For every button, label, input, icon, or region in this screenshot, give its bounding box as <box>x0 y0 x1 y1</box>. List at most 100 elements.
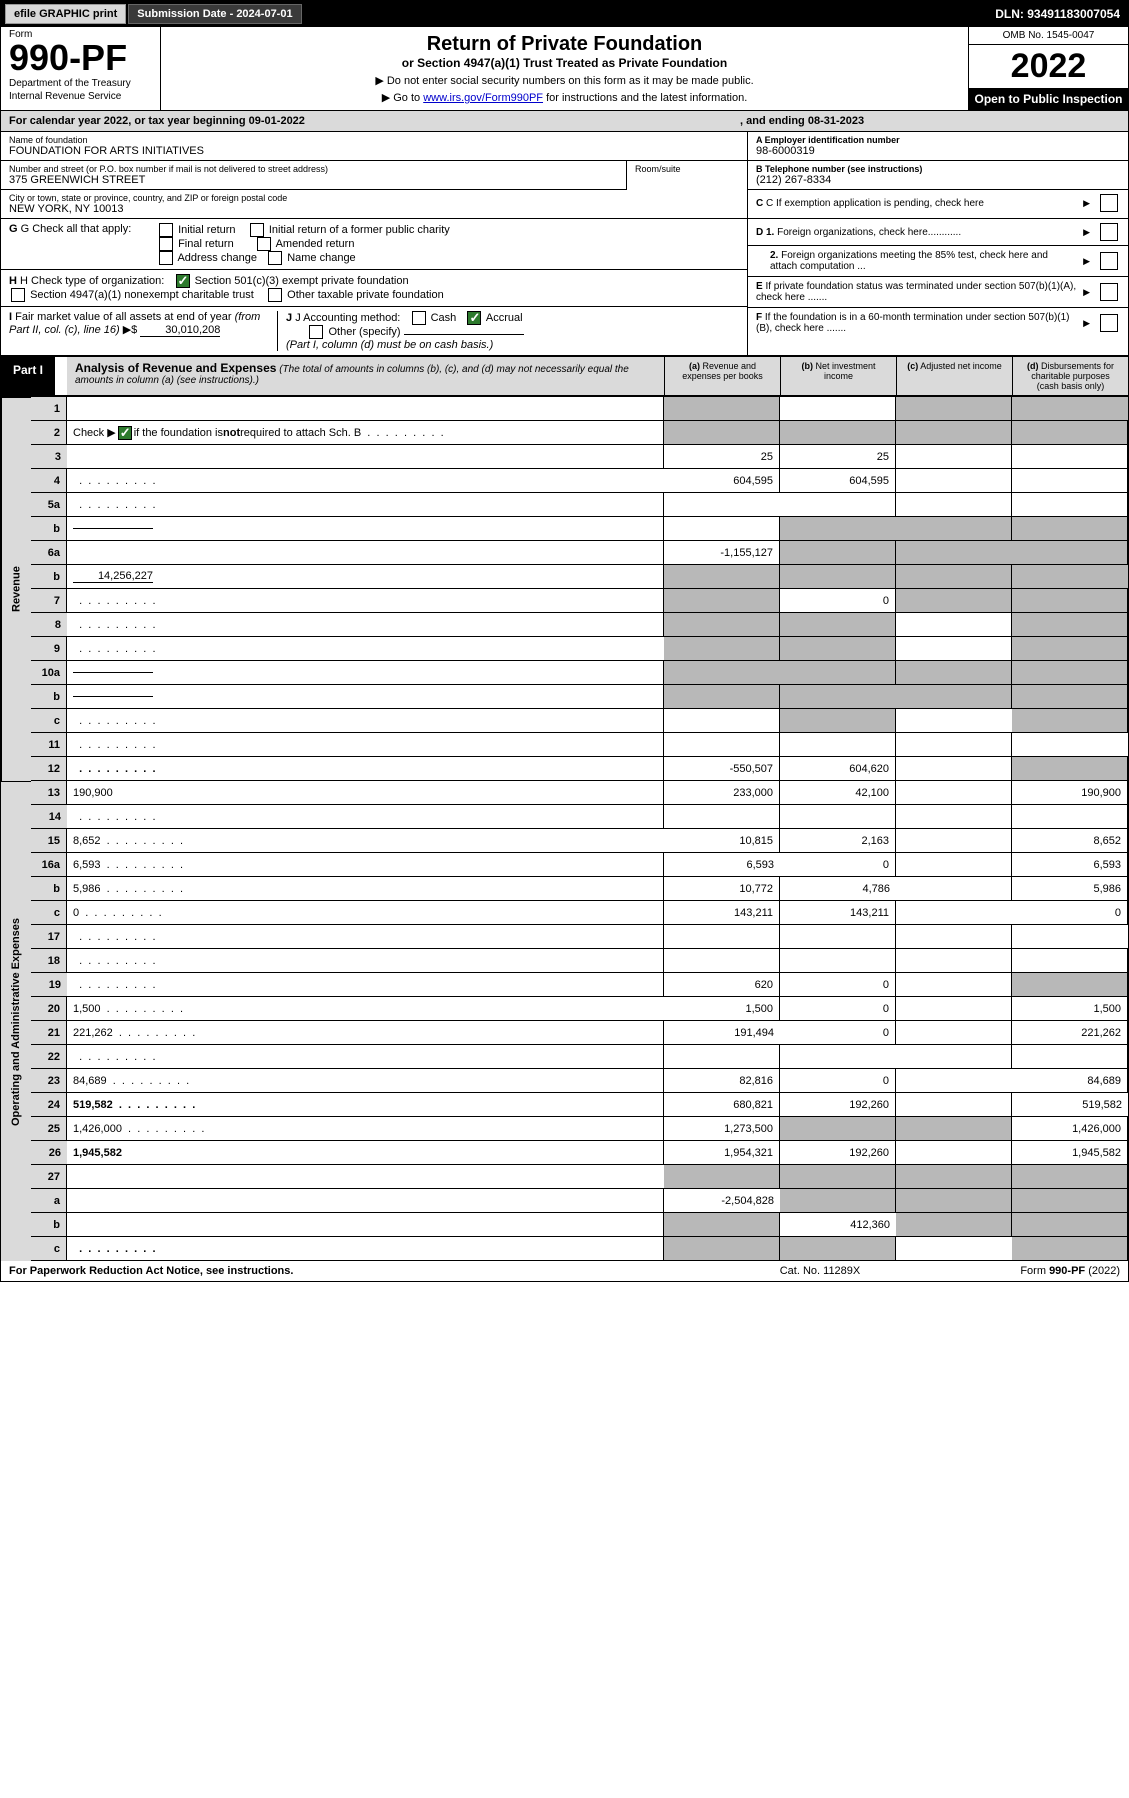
cell-d: 8,652 <box>1012 829 1128 853</box>
cell-c <box>896 1165 1012 1189</box>
row-num: 7 <box>31 589 67 613</box>
row-num: c <box>31 709 67 733</box>
efile-button[interactable]: efile GRAPHIC print <box>5 4 126 24</box>
cell-b: 4,786 <box>780 877 896 901</box>
h-other-checkbox[interactable] <box>268 288 282 302</box>
row-desc <box>67 685 664 709</box>
city-cell: City or town, state or province, country… <box>1 190 747 218</box>
schb-checkbox[interactable] <box>118 426 132 440</box>
cell-a: 233,000 <box>664 781 780 805</box>
j-accrual-checkbox[interactable] <box>467 311 481 325</box>
col-d-head: (d) Disbursements for charitable purpose… <box>1012 357 1128 395</box>
form-note-2: ▶ Go to www.irs.gov/Form990PF for instru… <box>171 91 958 104</box>
cell-a <box>664 613 780 637</box>
cell-c <box>896 685 1012 709</box>
g-name-change-checkbox[interactable] <box>268 251 282 265</box>
cell-d <box>1012 613 1128 637</box>
h-opt-2: Other taxable private foundation <box>287 289 444 301</box>
cell-d <box>1012 757 1128 781</box>
f-checkbox[interactable] <box>1100 314 1118 332</box>
gj-left: G G Check all that apply: Initial return… <box>1 219 748 355</box>
part1-table: Revenue12Check ▶ if the foundation is no… <box>1 397 1128 1261</box>
part1-header: Part I Analysis of Revenue and Expenses … <box>1 356 1128 397</box>
part1-title: Analysis of Revenue and Expenses <box>75 361 276 375</box>
cell-a: 620 <box>664 973 780 997</box>
footer-center: Cat. No. 11289X <box>720 1265 920 1277</box>
cell-b <box>780 709 896 733</box>
cell-a: 143,211 <box>664 901 780 925</box>
cell-a <box>664 565 780 589</box>
row-num: c <box>31 901 67 925</box>
h-501c3-checkbox[interactable] <box>176 274 190 288</box>
pointer-icon <box>1083 287 1092 298</box>
h-4947-checkbox[interactable] <box>11 288 25 302</box>
cell-a <box>664 589 780 613</box>
cell-c <box>896 949 1012 973</box>
cell-d <box>1012 517 1128 541</box>
cell-a <box>664 421 780 445</box>
cell-d: 519,582 <box>1012 1093 1128 1117</box>
cell-d <box>1012 949 1128 973</box>
cell-d <box>1012 733 1128 757</box>
cell-b <box>780 637 896 661</box>
phone-value: (212) 267-8334 <box>756 174 1120 186</box>
j-other-checkbox[interactable] <box>309 325 323 339</box>
cell-a: 6,593 <box>664 853 780 877</box>
city-value: NEW YORK, NY 10013 <box>9 203 739 215</box>
e-checkbox[interactable] <box>1100 283 1118 301</box>
cell-a <box>664 949 780 973</box>
cell-c <box>896 469 1012 493</box>
cell-b <box>780 613 896 637</box>
cell-a <box>664 733 780 757</box>
form-note-1: ▶ Do not enter social security numbers o… <box>171 74 958 87</box>
header-left: Form 990-PF Department of the Treasury I… <box>1 27 161 110</box>
row-desc <box>67 1045 664 1069</box>
g-amended-checkbox[interactable] <box>257 237 271 251</box>
f-label: If the foundation is in a 60-month termi… <box>756 312 1070 334</box>
row-desc: 221,262 <box>67 1021 664 1045</box>
g-opt-1: Initial return of a former public charit… <box>269 224 450 236</box>
row-num: 6a <box>31 541 67 565</box>
cell-c <box>896 565 1012 589</box>
submission-date-button[interactable]: Submission Date - 2024-07-01 <box>128 4 301 24</box>
d1-checkbox[interactable] <box>1100 223 1118 241</box>
cell-a: 82,816 <box>664 1069 780 1093</box>
j-other-line <box>404 334 524 335</box>
note2-pre: ▶ Go to <box>382 92 423 104</box>
cell-c <box>896 1141 1012 1165</box>
g-initial-return-checkbox[interactable] <box>159 223 173 237</box>
cell-c <box>896 1189 1012 1213</box>
cell-c <box>896 829 1012 853</box>
inline-val: 14,256,227 <box>73 570 153 583</box>
cell-a <box>664 661 780 685</box>
g-opt-4: Address change <box>177 252 257 264</box>
cell-d <box>1012 1213 1128 1237</box>
cell-b: 192,260 <box>780 1093 896 1117</box>
g-address-change-checkbox[interactable] <box>159 251 173 265</box>
name-label: Name of foundation <box>9 135 739 145</box>
cell-a <box>664 685 780 709</box>
c-checkbox[interactable] <box>1100 194 1118 212</box>
d2-checkbox[interactable] <box>1100 252 1118 270</box>
form990pf-link[interactable]: www.irs.gov/Form990PF <box>423 92 543 104</box>
info-grid: Name of foundation FOUNDATION FOR ARTS I… <box>1 132 1128 219</box>
j-cash-checkbox[interactable] <box>412 311 426 325</box>
page-footer: For Paperwork Reduction Act Notice, see … <box>1 1261 1128 1281</box>
row-desc <box>67 637 664 661</box>
col-a-head: (a) Revenue and expenses per books <box>664 357 780 395</box>
row-desc <box>67 589 664 613</box>
cell-c <box>896 637 1012 661</box>
omb-number: OMB No. 1545-0047 <box>969 27 1128 45</box>
g-initial-former-checkbox[interactable] <box>250 223 264 237</box>
row-num: 21 <box>31 1021 67 1045</box>
j-label: J Accounting method: <box>295 312 400 324</box>
form-number: 990-PF <box>9 40 152 76</box>
g-final-return-checkbox[interactable] <box>159 237 173 251</box>
cell-b: 42,100 <box>780 781 896 805</box>
j-note: (Part I, column (d) must be on cash basi… <box>286 339 493 351</box>
row-desc: 14,256,227 <box>67 565 664 589</box>
phone-label: B Telephone number (see instructions) <box>756 164 1120 174</box>
cell-c <box>896 925 1012 949</box>
cell-b <box>780 733 896 757</box>
j-opt-accrual: Accrual <box>486 312 523 324</box>
